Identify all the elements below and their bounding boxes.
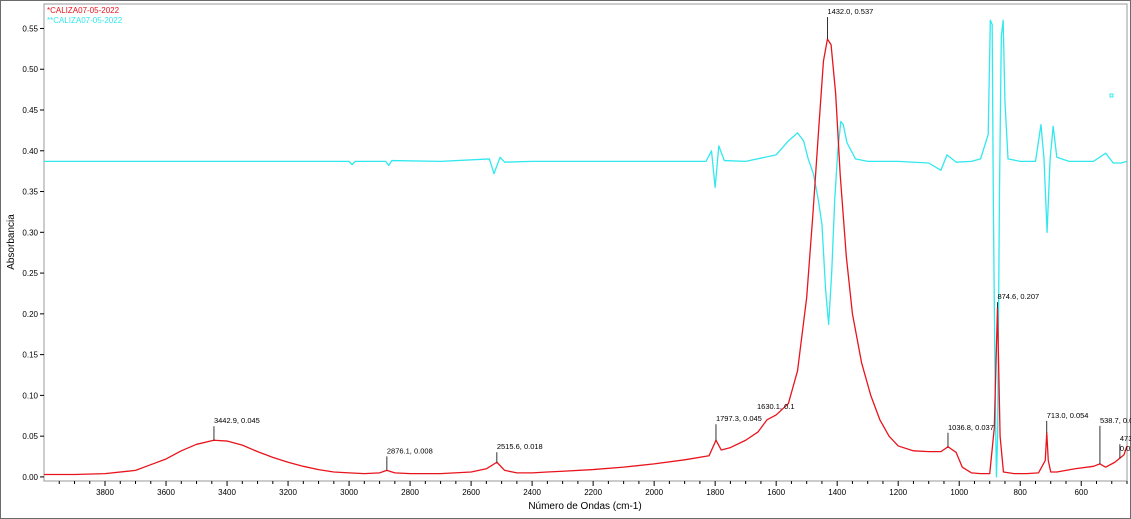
y-tick-label: 0.15 [22, 351, 38, 360]
x-tick-label: 1800 [706, 488, 724, 497]
y-tick-label: 0.20 [22, 310, 38, 319]
x-tick-label: 2400 [523, 488, 541, 497]
y-tick-label: 0.00 [22, 473, 38, 482]
legend-entry-series-1: *CALIZA07-05-2022 [47, 6, 120, 15]
series-line-2[interactable] [44, 19, 1128, 478]
peak-label-line2: 0.023 [1120, 444, 1131, 453]
x-tick-label: 1600 [767, 488, 785, 497]
series-line-1[interactable] [44, 38, 1128, 476]
x-tick-label: 3000 [340, 488, 358, 497]
peak-label: 473.3, [1120, 434, 1131, 443]
y-tick-label: 0.35 [22, 188, 38, 197]
y-tick-label: 0.30 [22, 228, 38, 237]
peak-label: 2876.1, 0.008 [387, 446, 433, 455]
peak-annotations: 1432.0, 0.537 874.6, 0.207 3442.9, 0.045 17… [213, 7, 1131, 471]
x-tick-label: 1000 [950, 488, 968, 497]
x-tick-label: 2800 [401, 488, 419, 497]
x-tick-label: 1200 [889, 488, 907, 497]
x-axis: 3800 3600 3400 3200 3000 2800 2600 2400 2200 2000… [58, 481, 1128, 497]
x-tick-label: 2000 [645, 488, 663, 497]
legend: *CALIZA07-05-2022 **CALIZA07-05-2022 [47, 6, 123, 25]
x-tick-label: 2200 [584, 488, 602, 497]
y-axis: 0.00 0.05 0.10 0.15 0.20 0.25 0.30 0.35 0.40 0.45… [22, 24, 44, 482]
y-tick-label: 0.40 [22, 147, 38, 156]
peak-label: 3442.9, 0.045 [214, 416, 260, 425]
x-axis-label: Número de Ondas (cm-1) [528, 501, 641, 512]
peak-label: 2515.6, 0.018 [497, 442, 543, 451]
x-tick-label: 3200 [279, 488, 297, 497]
peak-label: 1432.0, 0.537 [827, 7, 873, 16]
peak-label: 1036.8, 0.037 [948, 423, 994, 432]
cursor-marker [1109, 93, 1114, 98]
y-tick-label: 0.10 [22, 391, 38, 400]
y-axis-label: Absorbancia [6, 214, 17, 270]
y-tick-label: 0.05 [22, 432, 38, 441]
x-tick-label: 800 [1014, 488, 1028, 497]
x-tick-label: 2600 [462, 488, 480, 497]
plot-area[interactable] [43, 3, 1128, 482]
peak-label: 538.7, 0.016 [1100, 416, 1131, 425]
y-tick-label: 0.50 [22, 65, 38, 74]
y-tick-label: 0.25 [22, 269, 38, 278]
peak-label: 713.0, 0.054 [1047, 411, 1089, 420]
y-tick-label: 0.45 [22, 106, 38, 115]
x-tick-label: 3600 [157, 488, 175, 497]
x-tick-label: 1400 [828, 488, 846, 497]
x-tick-label: 3800 [96, 488, 114, 497]
peak-label: 1797.3, 0.045 [716, 414, 762, 423]
series-layer [44, 19, 1128, 478]
x-tick-label: 600 [1075, 488, 1089, 497]
peak-label: 874.6, 0.207 [997, 292, 1039, 301]
x-tick-label: 3400 [218, 488, 236, 497]
y-tick-label: 0.55 [22, 24, 38, 33]
peak-label: 1630.1, 0.1 [757, 402, 795, 411]
legend-entry-series-2: **CALIZA07-05-2022 [47, 16, 123, 25]
